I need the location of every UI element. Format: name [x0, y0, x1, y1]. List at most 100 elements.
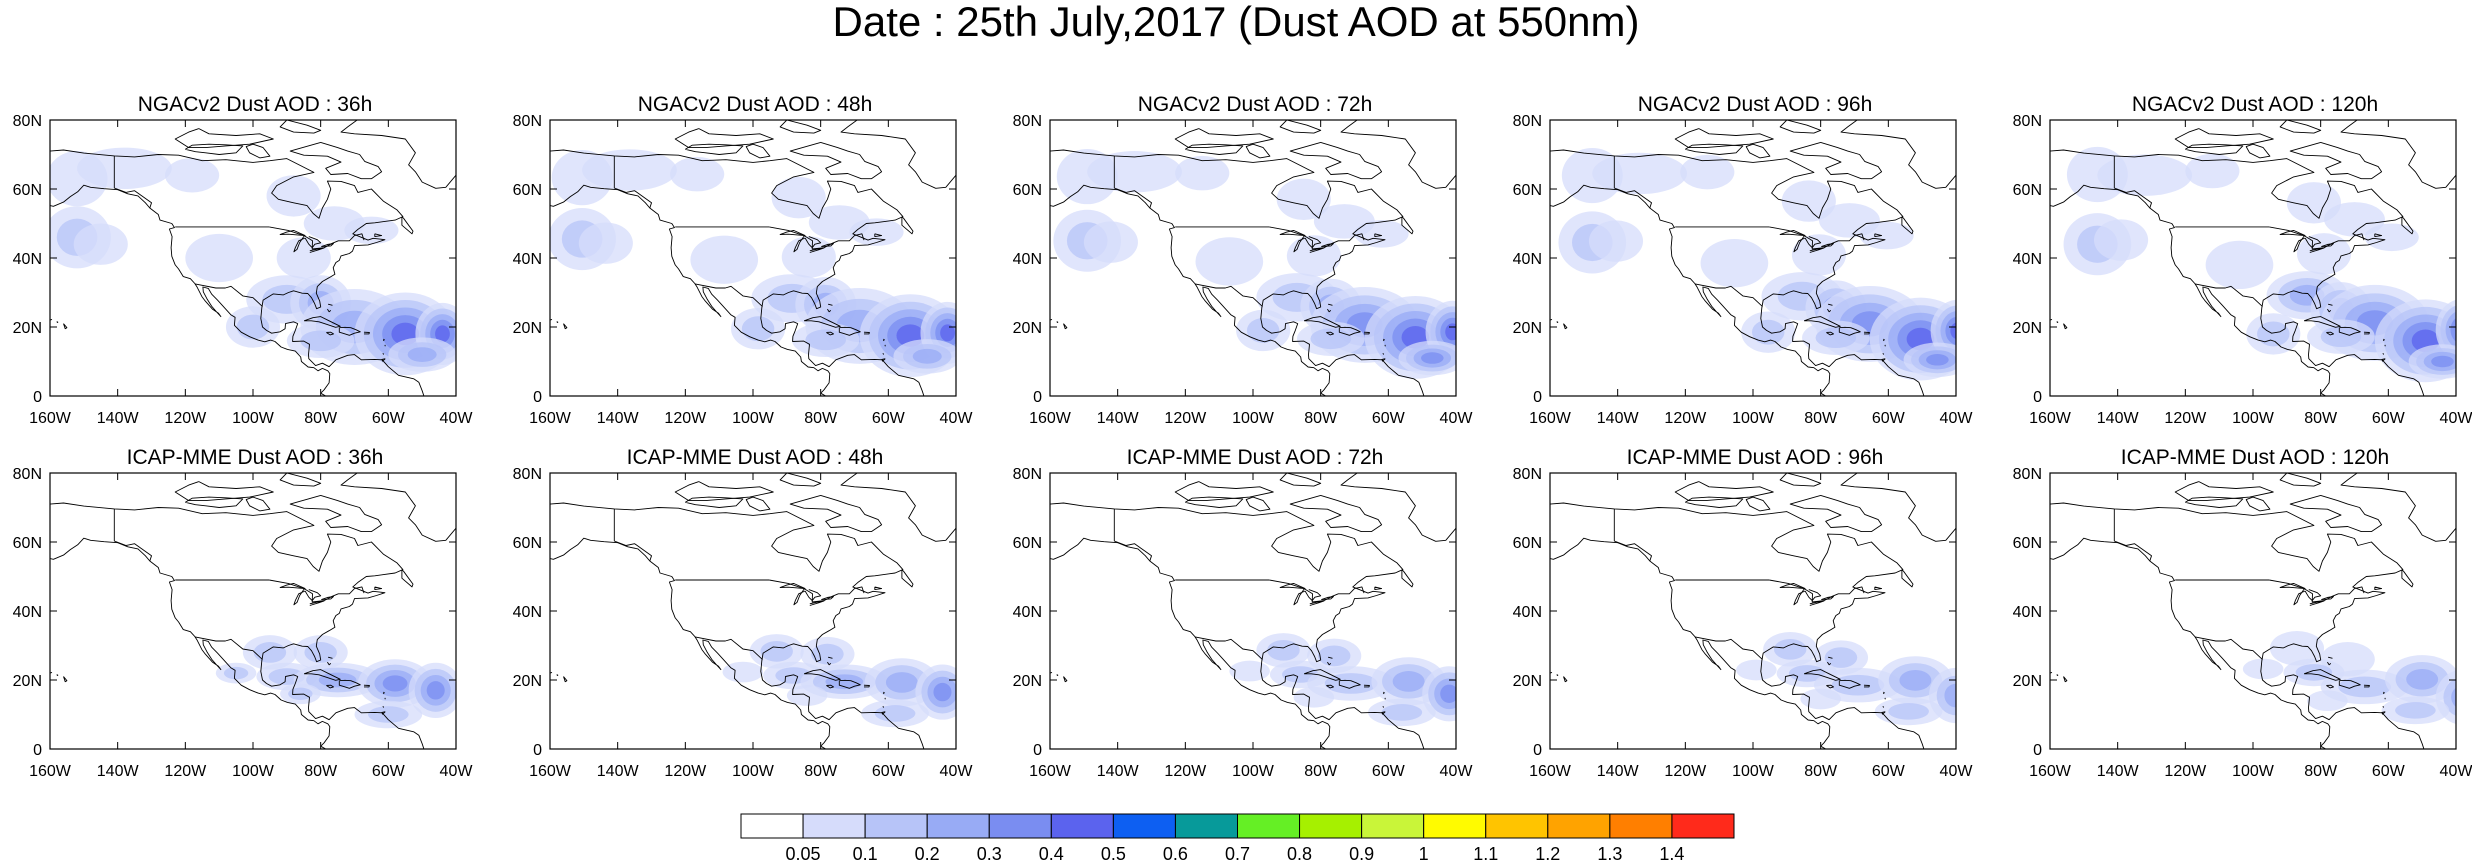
aod-contour: [2257, 321, 2290, 347]
y-tick-label: 20N: [513, 320, 542, 337]
aod-contour: [760, 641, 793, 662]
x-tick-label: 80W: [804, 763, 838, 780]
panel-title-ngac-72h: NGACv2 Dust AOD : 72h: [1137, 93, 1373, 116]
y-tick-label: 40N: [2013, 251, 2042, 268]
aod-contour: [407, 347, 437, 362]
colorbar-label: 1.4: [1659, 844, 1685, 864]
aod-contour: [1246, 318, 1280, 343]
colorbar-swatch: [926, 813, 990, 839]
x-tick-label: 160W: [29, 410, 72, 427]
x-tick-label: 80W: [2304, 410, 2338, 427]
aod-contour: [1175, 155, 1230, 191]
colorbar-swatch: [1299, 813, 1363, 839]
x-tick-label: 160W: [29, 763, 72, 780]
colorbar-label: 0.2: [914, 844, 940, 864]
aod-contour: [1815, 327, 1857, 349]
aod-contour: [771, 176, 826, 219]
x-tick-label: 80W: [1304, 763, 1338, 780]
colorbar-swatch: [1485, 813, 1549, 839]
y-tick-label: 20N: [2013, 320, 2042, 337]
aod-contour: [2455, 326, 2456, 334]
aod-contour: [578, 222, 633, 264]
panel-title-icap-48h: ICAP-MME Dust AOD : 48h: [626, 446, 884, 469]
x-tick-label: 120W: [1664, 410, 1707, 427]
coastlines: [1050, 120, 1456, 396]
y-tick-label: 60N: [513, 535, 542, 552]
aod-contour: [722, 661, 764, 683]
x-tick-label: 60W: [2372, 410, 2406, 427]
colorbar-label: 1: [1418, 844, 1429, 864]
aod-contour: [1317, 645, 1351, 667]
aod-contour: [690, 235, 759, 284]
aod-contour: [1736, 659, 1777, 681]
aod-contour: [1381, 704, 1423, 721]
y-tick-label: 60N: [2013, 535, 2042, 552]
panel-title-icap-36h: ICAP-MME Dust AOD : 36h: [126, 446, 384, 469]
coastlines: [1550, 120, 1956, 396]
x-tick-label: 80W: [804, 410, 838, 427]
panel-title-icap-72h: ICAP-MME Dust AOD : 72h: [1126, 446, 1384, 469]
aod-contour: [874, 705, 916, 722]
x-tick-label: 140W: [597, 763, 640, 780]
aod-contour: [2364, 223, 2419, 252]
aod-contour: [1751, 319, 1785, 345]
aod-contour: [2185, 153, 2240, 189]
y-tick-label: 20N: [1513, 320, 1542, 337]
y-tick-label: 0: [1033, 742, 1042, 759]
x-tick-label: 160W: [1029, 763, 1072, 780]
aod-contour: [435, 325, 450, 343]
map-panel: 160W 140W 120W 100W 80W 60W 40W 0 20N 40N 60N 80N: [1013, 113, 1474, 427]
panel-title-icap-96h: ICAP-MME Dust AOD : 96h: [1626, 446, 1884, 469]
x-tick-label: 80W: [304, 763, 338, 780]
y-tick-label: 60N: [1013, 182, 1042, 199]
aod-contour: [849, 218, 904, 246]
panel-title-ngac-48h: NGACv2 Dust AOD : 48h: [637, 93, 873, 116]
aod-contour: [1421, 352, 1444, 364]
x-tick-label: 120W: [664, 410, 707, 427]
aod-contour: [1324, 673, 1378, 694]
colorbar-swatch: [802, 813, 866, 839]
x-tick-label: 100W: [732, 410, 775, 427]
panel-title-ngac-36h: NGACv2 Dust AOD : 36h: [137, 93, 373, 116]
aod-contour: [1680, 154, 1735, 190]
x-tick-label: 140W: [2097, 410, 2140, 427]
aod-contour: [300, 330, 341, 352]
figure-title: Date : 25th July,2017 (Dust AOD at 550nm…: [832, 0, 1640, 45]
y-tick-label: 80N: [1513, 113, 1542, 130]
map-panel: 160W 140W 120W 100W 80W 60W 40W 0 20N 40N 60N 80N: [1513, 466, 1974, 780]
x-tick-label: 100W: [1732, 763, 1775, 780]
colorbar-label: 1.3: [1597, 844, 1623, 864]
x-tick-label: 100W: [232, 410, 275, 427]
colorbar-label: 1.1: [1473, 844, 1499, 864]
aod-contour: [1354, 220, 1409, 248]
y-tick-label: 60N: [13, 182, 42, 199]
x-tick-label: 60W: [372, 410, 406, 427]
aod-field: [1229, 633, 1456, 727]
aod-contour: [1083, 221, 1138, 263]
aod-contour: [1293, 686, 1335, 708]
colorbar-label: 0.05: [785, 844, 821, 864]
x-tick-label: 60W: [872, 410, 906, 427]
x-tick-label: 140W: [1597, 763, 1640, 780]
aod-contour: [885, 672, 918, 693]
x-tick-label: 40W: [1440, 410, 1474, 427]
colorbar-swatch: [740, 813, 804, 839]
y-tick-label: 0: [533, 742, 542, 759]
y-tick-label: 80N: [13, 466, 42, 483]
aod-field: [1053, 148, 1456, 379]
colorbar: [740, 813, 1735, 839]
x-tick-label: 60W: [872, 763, 906, 780]
map-panel: 160W 140W 120W 100W 80W 60W 40W 0 20N 40N 60N 80N: [1513, 113, 1974, 427]
x-tick-label: 160W: [1529, 763, 1572, 780]
aod-field: [722, 634, 956, 728]
y-tick-label: 0: [2033, 742, 2042, 759]
x-tick-label: 140W: [1097, 763, 1140, 780]
y-tick-label: 0: [1533, 389, 1542, 406]
aod-contour: [940, 324, 955, 342]
colorbar-label: 0.5: [1100, 844, 1126, 864]
x-tick-label: 100W: [1232, 410, 1275, 427]
x-tick-label: 120W: [164, 763, 207, 780]
y-tick-label: 80N: [1013, 113, 1042, 130]
x-tick-label: 60W: [2372, 763, 2406, 780]
